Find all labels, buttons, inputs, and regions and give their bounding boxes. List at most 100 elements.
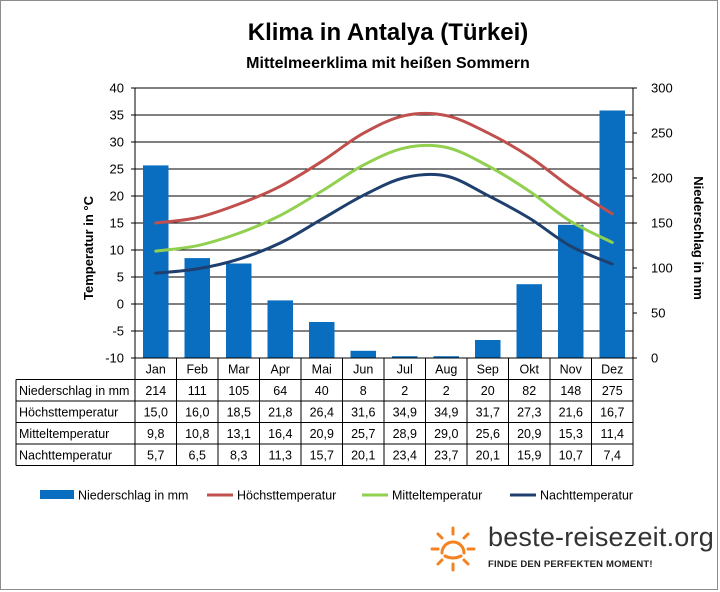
precipitation-bar xyxy=(267,300,293,358)
category-label: Apr xyxy=(271,363,290,377)
y-left-tick-label: 10 xyxy=(110,243,124,258)
precipitation-bar xyxy=(475,340,501,358)
precipitation-bar xyxy=(516,284,542,358)
precipitation-bar xyxy=(309,322,335,358)
table-cell: 2 xyxy=(443,384,450,398)
table-cell: 148 xyxy=(560,384,581,398)
legend-label: Höchsttemperatur xyxy=(237,489,336,503)
table-cell: 11,3 xyxy=(269,449,292,463)
precipitation-bar xyxy=(433,356,459,358)
table-cell: 18,5 xyxy=(227,406,251,420)
sun-icon xyxy=(430,526,476,572)
chart-subtitle: Mittelmeerklima mit heißen Sommern xyxy=(246,55,530,72)
legend-label: Mitteltemperatur xyxy=(392,489,482,503)
table-row-header: Niederschlag in mm xyxy=(19,384,129,398)
table-row-header: Mitteltemperatur xyxy=(19,427,109,441)
line-mitteltemperatur xyxy=(154,143,614,253)
y-right-tick-label: 300 xyxy=(651,81,673,96)
table-cell: 15,9 xyxy=(517,449,541,463)
table-cell: 23,7 xyxy=(434,449,458,463)
precipitation-bar xyxy=(350,350,376,358)
table-cell: 20,1 xyxy=(476,449,500,463)
category-label: Mar xyxy=(228,363,250,377)
table-cell: 214 xyxy=(145,384,166,398)
category-label: Mai xyxy=(312,363,332,377)
category-label: Dez xyxy=(601,363,623,377)
table-cell: 15,7 xyxy=(310,449,334,463)
table-row-header: Nachttemperatur xyxy=(19,449,112,463)
precipitation-bars xyxy=(143,110,625,358)
precipitation-bar xyxy=(143,165,169,358)
table-cell: 82 xyxy=(522,384,536,398)
table-cell: 29,0 xyxy=(434,427,458,441)
brand-logo: beste-reisezeit.org FINDE DEN PERFEKTEN … xyxy=(430,520,715,580)
table-cell: 8 xyxy=(360,384,367,398)
precipitation-bar xyxy=(599,110,625,358)
table-cell: 40 xyxy=(315,384,329,398)
line-h-chsttemperatur xyxy=(154,111,614,225)
y-right-tick-label: 250 xyxy=(651,126,673,141)
y-left-tick-label: -10 xyxy=(105,351,124,366)
table-cell: 20,9 xyxy=(310,427,334,441)
category-label: Sep xyxy=(477,363,499,377)
legend-label: Niederschlag in mm xyxy=(78,489,188,503)
table-cell: 5,7 xyxy=(147,449,164,463)
table-cell: 25,6 xyxy=(476,427,500,441)
brand-tagline: FINDE DEN PERFEKTEN MOMENT! xyxy=(488,559,653,570)
y-right-tick-label: 150 xyxy=(651,216,673,231)
table-cell: 15,0 xyxy=(144,406,168,420)
table-cell: 28,9 xyxy=(393,427,417,441)
table-cell: 31,7 xyxy=(476,406,500,420)
temperature-lines xyxy=(154,111,614,275)
table-cell: 23,4 xyxy=(393,449,417,463)
category-label: Jun xyxy=(353,363,373,377)
legend-swatch xyxy=(40,490,74,499)
category-label: Jan xyxy=(146,363,166,377)
table-cell: 34,9 xyxy=(434,406,458,420)
y-right-tick-label: 0 xyxy=(651,351,658,366)
table-cell: 10,8 xyxy=(185,427,209,441)
table-cell: 20,1 xyxy=(351,449,375,463)
y-left-tick-label: 25 xyxy=(110,162,124,177)
precipitation-bar xyxy=(392,356,418,358)
data-table: Jan Feb Mar Apr Mai Jun Jul Aug Sep Okt Nov Dez Nied… xyxy=(15,357,634,466)
table-cell: 15,3 xyxy=(559,427,583,441)
category-label: Feb xyxy=(186,363,208,377)
category-label: Nov xyxy=(560,363,583,377)
y-left-tick-label: 40 xyxy=(110,81,124,96)
table-cell: 16,0 xyxy=(185,406,209,420)
category-label: Jul xyxy=(397,363,413,377)
line-nachttemperatur xyxy=(154,172,614,275)
y-left-tick-label: 30 xyxy=(110,135,124,150)
table-cell: 34,9 xyxy=(393,406,417,420)
y-right-axis-title: Niederschlag in mm xyxy=(691,176,706,300)
table-cell: 6,5 xyxy=(189,449,206,463)
table-cell: 7,4 xyxy=(604,449,621,463)
table-cell: 27,3 xyxy=(517,406,541,420)
y-left-axis-title: Temperatur in °C xyxy=(81,195,96,300)
y-left-tick-label: -5 xyxy=(112,324,124,339)
table-cell: 64 xyxy=(273,384,287,398)
table-cell: 105 xyxy=(228,384,249,398)
table-cell: 10,7 xyxy=(559,449,583,463)
y-left-tick-label: 0 xyxy=(117,297,124,312)
precipitation-bar xyxy=(184,258,210,358)
table-cell: 20 xyxy=(481,384,495,398)
y-right-tick-label: 50 xyxy=(651,306,665,321)
table-cell: 111 xyxy=(188,384,207,398)
table-cell: 11,4 xyxy=(601,427,624,441)
legend-label: Nachttemperatur xyxy=(540,489,633,503)
legend: Niederschlag in mm Höchsttemperatur Mittel… xyxy=(40,489,633,503)
chart-title: Klima in Antalya (Türkei) xyxy=(248,19,529,46)
table-cell: 2 xyxy=(401,384,408,398)
table-cell: 20,9 xyxy=(517,427,541,441)
table-cell: 16,4 xyxy=(268,427,292,441)
table-row-header: Höchsttemperatur xyxy=(19,406,118,420)
table-cell: 21,6 xyxy=(559,406,583,420)
category-label: Okt xyxy=(520,363,540,377)
y-right-tick-label: 100 xyxy=(651,261,673,276)
y-left-tick-label: 5 xyxy=(117,270,124,285)
y-left-tick-label: 35 xyxy=(110,108,124,123)
